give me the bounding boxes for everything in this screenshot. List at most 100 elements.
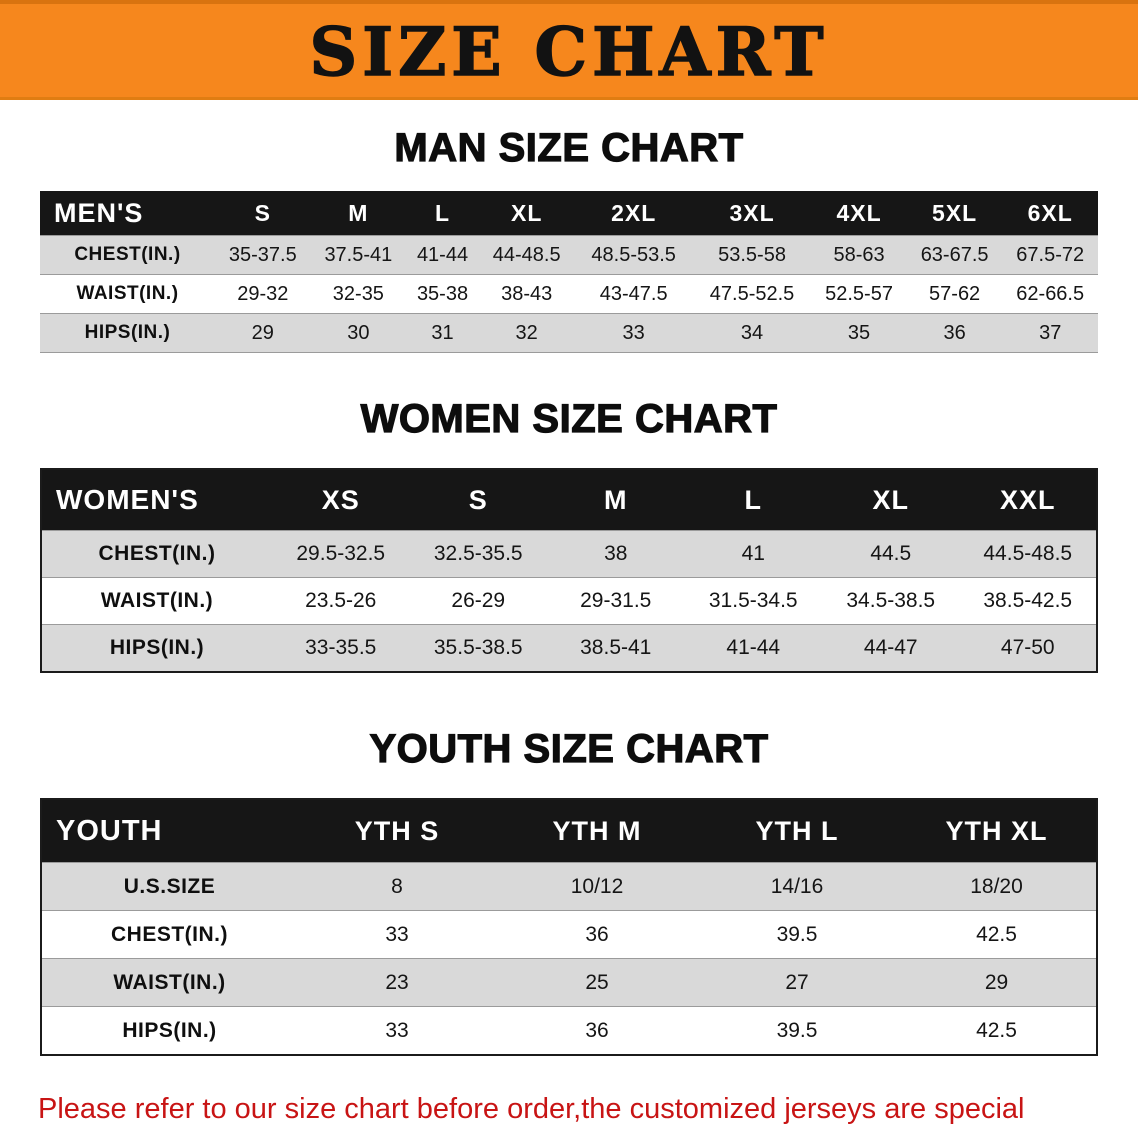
- value-cell: 44.5-48.5: [959, 530, 1097, 578]
- row-label-cell: CHEST(IN.): [41, 910, 297, 959]
- value-cell: 39.5: [697, 1006, 897, 1055]
- table-title-cell: WOMEN'S: [41, 469, 272, 531]
- table-row: U.S.SIZE 8 10/12 14/16 18/20: [41, 862, 1097, 911]
- value-cell: 10/12: [497, 862, 697, 911]
- value-cell: 36: [497, 910, 697, 959]
- size-header-cell: S: [409, 469, 547, 531]
- size-table: MEN'S S M L XL 2XL 3XL 4XL 5XL 6XL CHEST(IN.) 35-37…: [40, 191, 1098, 353]
- size-header-cell: M: [310, 191, 407, 236]
- size-table: YOUTH YTH S YTH M YTH L YTH XL U.S.SIZE 8 10/12…: [40, 798, 1098, 1056]
- size-header-cell: 5XL: [906, 191, 1003, 236]
- table-row: CHEST(IN.) 29.5-32.5 32.5-35.5 38 41 44.5 44.5…: [41, 530, 1097, 578]
- size-header-cell: M: [547, 469, 685, 531]
- value-cell: 32: [478, 313, 575, 353]
- size-header-cell: YTH S: [297, 799, 497, 863]
- size-header-cell: S: [215, 191, 311, 236]
- size-header-cell: 2XL: [574, 191, 693, 236]
- row-label-cell: HIPS(IN.): [41, 624, 272, 672]
- banner: SIZE CHART: [0, 0, 1138, 100]
- order-note: Please refer to our size chart before or…: [0, 1086, 1138, 1132]
- table-header-row: WOMEN'S XS S M L XL XXL: [41, 469, 1097, 531]
- value-cell: 8: [297, 862, 497, 911]
- size-chart-section: MAN SIZE CHART MEN'S S M L XL 2XL 3XL 4XL 5XL 6XL C…: [40, 125, 1098, 353]
- value-cell: 32-35: [310, 274, 407, 314]
- table-header-row: YOUTH YTH S YTH M YTH L YTH XL: [41, 799, 1097, 863]
- value-cell: 63-67.5: [906, 235, 1003, 275]
- value-cell: 38.5-42.5: [959, 577, 1097, 625]
- table-row: CHEST(IN.) 35-37.5 37.5-41 41-44 44-48.5 48.5…: [40, 235, 1098, 275]
- value-cell: 52.5-57: [811, 274, 907, 314]
- section-heading: YOUTH SIZE CHART: [369, 726, 769, 771]
- table-title-cell: MEN'S: [40, 191, 215, 236]
- value-cell: 32.5-35.5: [409, 530, 547, 578]
- value-cell: 26-29: [409, 577, 547, 625]
- table-row: WAIST(IN.) 23 25 27 29: [41, 958, 1097, 1007]
- value-cell: 25: [497, 958, 697, 1007]
- value-cell: 33: [297, 910, 497, 959]
- table-title-cell: YOUTH: [41, 799, 297, 863]
- value-cell: 41-44: [406, 235, 479, 275]
- table-row: WAIST(IN.) 23.5-26 26-29 29-31.5 31.5-34.5 34…: [41, 577, 1097, 625]
- size-header-cell: 4XL: [811, 191, 907, 236]
- size-header-cell: L: [406, 191, 479, 236]
- row-label-cell: HIPS(IN.): [41, 1006, 297, 1055]
- size-header-cell: L: [684, 469, 822, 531]
- size-header-cell: YTH XL: [897, 799, 1097, 863]
- value-cell: 38-43: [478, 274, 575, 314]
- value-cell: 58-63: [811, 235, 907, 275]
- row-label-cell: HIPS(IN.): [40, 313, 215, 353]
- value-cell: 44-48.5: [478, 235, 575, 275]
- size-chart-section: YOUTH SIZE CHART YOUTH YTH S YTH M YTH L YTH …: [40, 726, 1098, 1056]
- page-title: SIZE CHART: [309, 13, 829, 91]
- value-cell: 39.5: [697, 910, 897, 959]
- value-cell: 42.5: [897, 1006, 1097, 1055]
- value-cell: 41-44: [684, 624, 822, 672]
- value-cell: 30: [310, 313, 407, 353]
- table-row: HIPS(IN.) 33-35.5 35.5-38.5 38.5-41 41-44 44-…: [41, 624, 1097, 672]
- value-cell: 53.5-58: [692, 235, 812, 275]
- value-cell: 27: [697, 958, 897, 1007]
- value-cell: 41: [684, 530, 822, 578]
- value-cell: 67.5-72: [1002, 235, 1098, 275]
- value-cell: 34: [692, 313, 812, 353]
- size-header-cell: XL: [478, 191, 575, 236]
- row-label-cell: WAIST(IN.): [41, 958, 297, 1007]
- size-header-cell: 6XL: [1002, 191, 1098, 236]
- value-cell: 14/16: [697, 862, 897, 911]
- value-cell: 36: [906, 313, 1003, 353]
- size-header-cell: XXL: [959, 469, 1097, 531]
- value-cell: 62-66.5: [1002, 274, 1098, 314]
- value-cell: 37: [1002, 313, 1098, 353]
- value-cell: 33: [574, 313, 693, 353]
- value-cell: 38: [547, 530, 685, 578]
- row-label-cell: WAIST(IN.): [41, 577, 272, 625]
- row-label-cell: CHEST(IN.): [40, 235, 215, 275]
- value-cell: 29: [215, 313, 311, 353]
- section-heading: WOMEN SIZE CHART: [360, 396, 778, 441]
- value-cell: 18/20: [897, 862, 1097, 911]
- note-line: Please refer to our size chart before or…: [38, 1093, 1025, 1125]
- section-heading: MAN SIZE CHART: [394, 125, 744, 170]
- size-table: WOMEN'S XS S M L XL XXL CHEST(IN.) 29.5-32.5 32.5…: [40, 468, 1098, 673]
- value-cell: 34.5-38.5: [822, 577, 960, 625]
- table-row: WAIST(IN.) 29-32 32-35 35-38 38-43 43-47.5 47.…: [40, 274, 1098, 314]
- value-cell: 33: [297, 1006, 497, 1055]
- table-row: HIPS(IN.) 29 30 31 32 33 34 35 36 37: [40, 313, 1098, 353]
- value-cell: 44.5: [822, 530, 960, 578]
- value-cell: 33-35.5: [272, 624, 410, 672]
- value-cell: 31: [406, 313, 479, 353]
- value-cell: 35: [811, 313, 907, 353]
- size-header-cell: 3XL: [692, 191, 812, 236]
- row-label-cell: CHEST(IN.): [41, 530, 272, 578]
- size-chart-sections: MAN SIZE CHART MEN'S S M L XL 2XL 3XL 4XL 5XL 6XL C…: [0, 125, 1138, 1056]
- size-header-cell: XL: [822, 469, 960, 531]
- value-cell: 35-38: [406, 274, 479, 314]
- value-cell: 29.5-32.5: [272, 530, 410, 578]
- value-cell: 47-50: [959, 624, 1097, 672]
- value-cell: 29-32: [215, 274, 311, 314]
- table-header-row: MEN'S S M L XL 2XL 3XL 4XL 5XL 6XL: [40, 191, 1098, 236]
- value-cell: 37.5-41: [310, 235, 407, 275]
- value-cell: 47.5-52.5: [692, 274, 812, 314]
- table-row: HIPS(IN.) 33 36 39.5 42.5: [41, 1006, 1097, 1055]
